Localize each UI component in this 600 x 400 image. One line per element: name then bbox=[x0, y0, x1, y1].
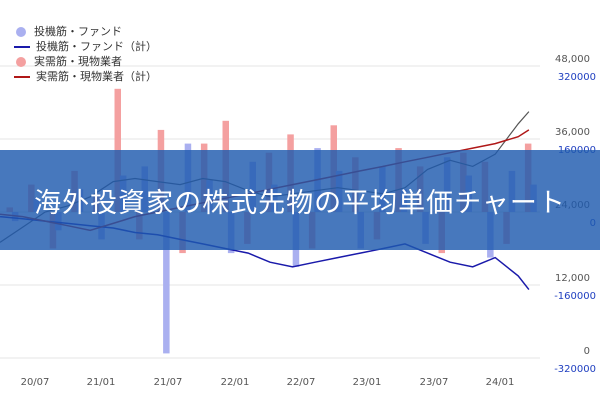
legend-item: 実需筋・現物業者 bbox=[14, 54, 157, 69]
x-tick-label: 20/07 bbox=[21, 377, 50, 388]
x-tick-label: 23/01 bbox=[353, 377, 382, 388]
legend-label: 実需筋・現物業者（計） bbox=[36, 70, 157, 83]
legend-item: 投機筋・ファンド（計） bbox=[14, 39, 157, 54]
price-tick-label: 36,000 bbox=[555, 127, 590, 138]
x-tick-label: 23/07 bbox=[420, 377, 449, 388]
x-tick-label: 22/07 bbox=[287, 377, 316, 388]
legend: 投機筋・ファンド 投機筋・ファンド（計） 実需筋・現物業者 実需筋・現物業者（計… bbox=[14, 24, 157, 84]
x-tick-label: 21/07 bbox=[154, 377, 183, 388]
legend-item: 投機筋・ファンド bbox=[14, 24, 157, 39]
legend-swatch bbox=[14, 45, 30, 48]
x-tick-label: 21/01 bbox=[87, 377, 116, 388]
legend-swatch bbox=[16, 26, 26, 37]
title-banner: 海外投資家の株式先物の平均単価チャート bbox=[0, 150, 600, 250]
price-tick-label: 12,000 bbox=[555, 273, 590, 284]
position-bar bbox=[163, 212, 170, 354]
banner-title: 海外投資家の株式先物の平均単価チャート bbox=[34, 187, 566, 219]
legend-label: 実需筋・現物業者 bbox=[34, 55, 122, 68]
legend-item: 実需筋・現物業者（計） bbox=[14, 69, 157, 84]
legend-swatch bbox=[14, 75, 30, 78]
legend-label: 投機筋・ファンド bbox=[34, 25, 122, 38]
x-tick-label: 24/01 bbox=[486, 377, 515, 388]
legend-swatch bbox=[16, 56, 26, 67]
x-axis: 20/07 21/01 21/07 22/01 22/07 23/01 23/07 24/01 bbox=[21, 377, 515, 388]
price-tick-label: 48,000 bbox=[555, 54, 590, 65]
legend-label: 投機筋・ファンド（計） bbox=[36, 40, 157, 53]
position-tick-label: -160000 bbox=[554, 291, 596, 302]
position-tick-label: -320000 bbox=[554, 364, 596, 375]
x-tick-label: 22/01 bbox=[221, 377, 250, 388]
position-tick-label: 320000 bbox=[558, 72, 596, 83]
price-tick-label: 0 bbox=[584, 346, 590, 357]
